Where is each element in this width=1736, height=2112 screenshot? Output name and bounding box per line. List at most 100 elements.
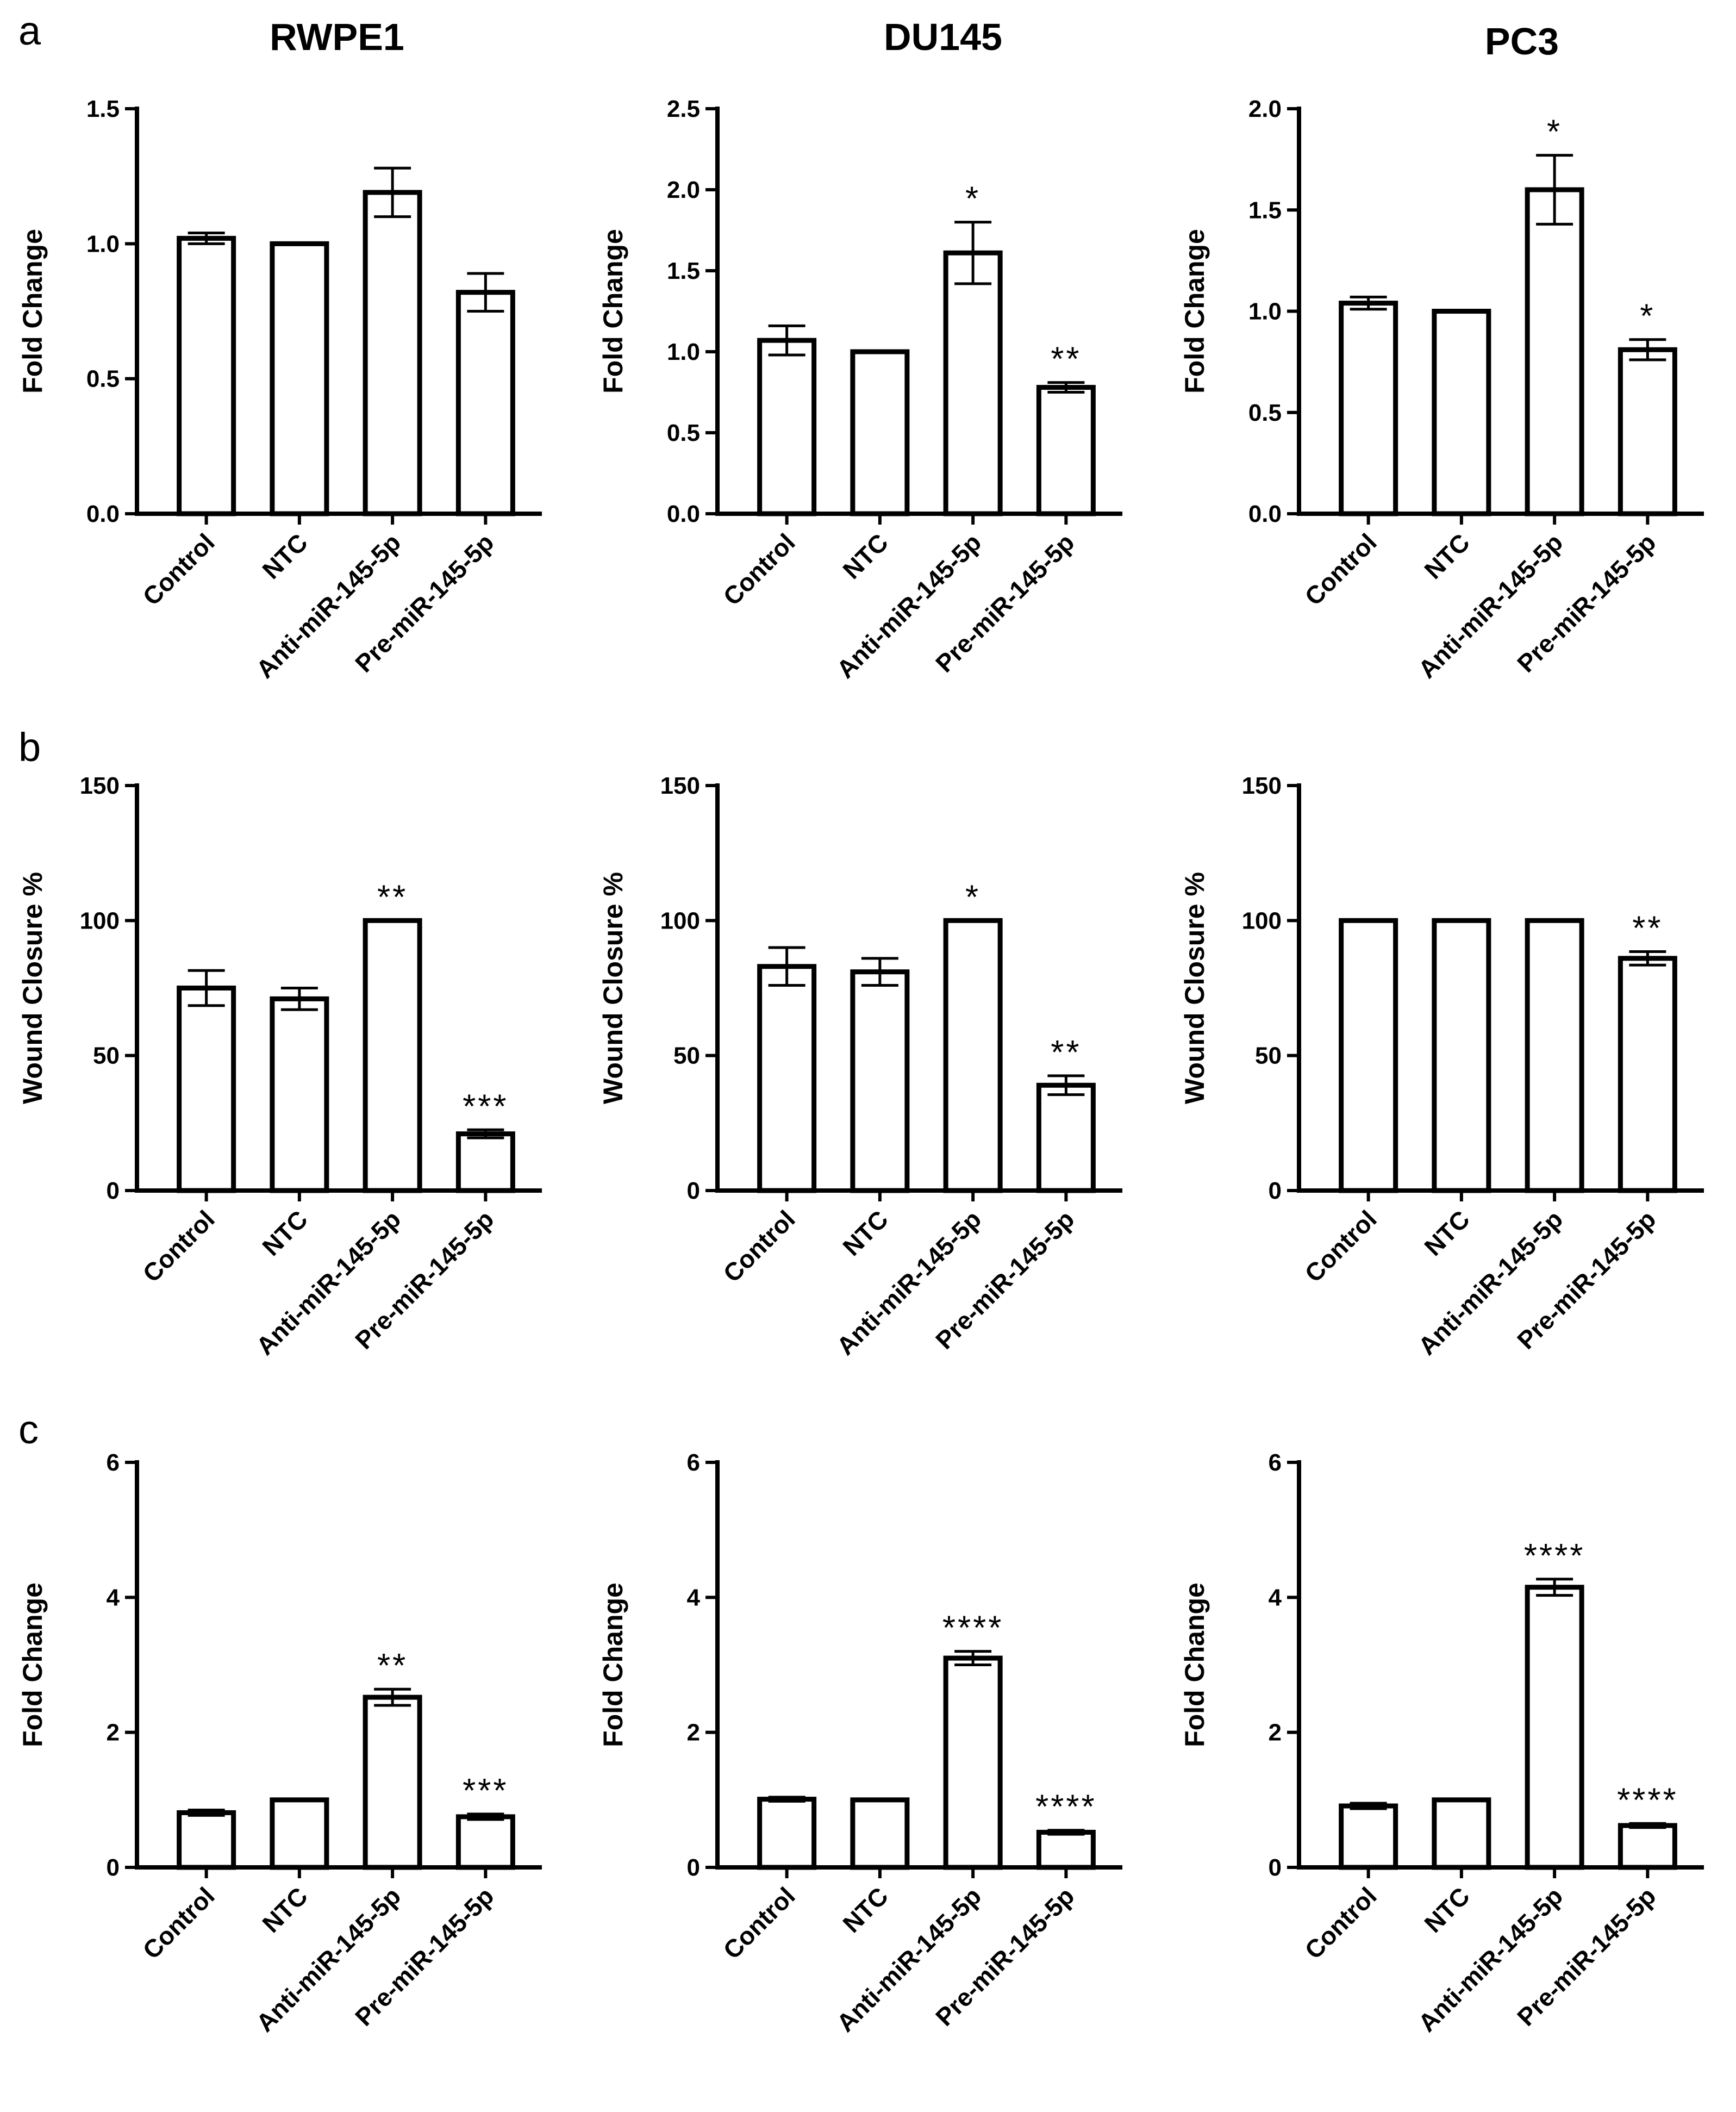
y-tick-label-c-du145: 2	[687, 1719, 700, 1746]
bar-b-rwpe1-3	[455, 1131, 515, 1193]
x-tick-label-c-du145-1: NTC	[837, 1882, 894, 1938]
x-tick-label-c-du145-0: Control	[717, 1882, 800, 1964]
y-tick-label-c-du145: 0	[687, 1854, 700, 1881]
bar-c-rwpe1-3	[455, 1814, 515, 1870]
y-tick-label-a-du145: 0.5	[667, 420, 700, 446]
panel-letter-c: c	[18, 1407, 39, 1452]
y-tick-label-c-pc3: 2	[1269, 1719, 1282, 1746]
bar-b-rwpe1-0	[177, 986, 236, 1193]
y-tick-label-a-pc3: 1.5	[1248, 197, 1282, 223]
y-tick-label-a-pc3: 0.0	[1248, 501, 1282, 527]
significance-b-du145-3: **	[1051, 1034, 1081, 1071]
y-tick-label-a-pc3: 1.0	[1248, 298, 1282, 325]
y-tick-label-b-rwpe1: 50	[93, 1043, 120, 1069]
y-tick-label-c-rwpe1: 0	[107, 1854, 120, 1881]
significance-c-rwpe1-2: **	[377, 1647, 408, 1685]
bar-a-du145-2	[943, 250, 1003, 516]
y-tick-label-c-rwpe1: 6	[107, 1449, 120, 1476]
x-tick-label-a-pc3-0: Control	[1299, 528, 1382, 610]
bar-a-du145-0	[757, 338, 817, 516]
bar-c-pc3-1	[1432, 1797, 1491, 1870]
bar-c-rwpe1-0	[177, 1810, 236, 1870]
bar-b-du145-0	[757, 964, 817, 1193]
column-title-rwpe1: RWPE1	[270, 16, 404, 58]
bar-a-pc3-1	[1432, 309, 1491, 516]
y-tick-label-a-rwpe1: 1.5	[86, 96, 120, 122]
bar-a-du145-1	[850, 349, 910, 516]
y-axis-label-a-pc3: Fold Change	[1179, 229, 1210, 394]
bar-a-rwpe1-2	[363, 190, 422, 516]
y-tick-label-a-pc3: 2.0	[1248, 96, 1282, 122]
y-tick-label-a-rwpe1: 1.0	[86, 230, 120, 257]
bar-b-du145-2	[943, 918, 1003, 1193]
significance-b-rwpe1-2: **	[377, 879, 408, 916]
y-tick-label-b-pc3: 0	[1269, 1178, 1282, 1204]
y-tick-label-a-du145: 1.5	[667, 258, 700, 284]
significance-c-pc3-2: ****	[1524, 1537, 1585, 1575]
significance-c-du145-2: ****	[942, 1610, 1004, 1647]
y-tick-label-b-rwpe1: 0	[107, 1178, 120, 1204]
y-tick-label-b-rwpe1: 100	[80, 907, 120, 934]
x-tick-label-b-rwpe1-0: Control	[137, 1205, 220, 1287]
y-tick-label-a-du145: 0.0	[667, 501, 700, 527]
bar-b-pc3-2	[1525, 918, 1584, 1193]
bar-a-pc3-3	[1618, 347, 1677, 516]
bar-b-du145-3	[1036, 1082, 1096, 1193]
y-tick-label-c-rwpe1: 2	[107, 1719, 120, 1746]
y-axis-label-b-rwpe1: Wound Closure %	[17, 872, 48, 1104]
bar-a-rwpe1-0	[177, 235, 236, 516]
x-tick-label-c-pc3-1: NTC	[1419, 1882, 1475, 1938]
significance-a-du145-2: *	[965, 180, 981, 218]
y-tick-label-b-du145: 0	[687, 1178, 700, 1204]
column-title-pc3: PC3	[1485, 20, 1559, 63]
y-axis-label-c-rwpe1: Fold Change	[17, 1583, 48, 1747]
bar-c-pc3-0	[1339, 1803, 1398, 1870]
bar-a-rwpe1-1	[270, 241, 329, 516]
y-axis-label-c-du145: Fold Change	[598, 1583, 628, 1747]
y-tick-label-c-pc3: 4	[1269, 1584, 1282, 1611]
x-tick-label-b-pc3-1: NTC	[1419, 1205, 1475, 1261]
x-tick-label-c-rwpe1-1: NTC	[257, 1882, 313, 1938]
panel-letter-a: a	[18, 8, 41, 53]
significance-b-du145-2: *	[965, 879, 981, 916]
significance-c-rwpe1-3: ***	[463, 1772, 508, 1810]
bar-b-du145-1	[850, 969, 910, 1193]
significance-c-pc3-3: ****	[1617, 1781, 1678, 1819]
bar-b-pc3-1	[1432, 918, 1491, 1193]
bar-a-pc3-0	[1339, 301, 1398, 516]
significance-a-pc3-2: *	[1547, 114, 1562, 151]
x-tick-label-b-du145-1: NTC	[837, 1205, 894, 1261]
bar-c-du145-3	[1036, 1829, 1096, 1870]
bar-c-du145-1	[850, 1797, 910, 1870]
y-tick-label-a-du145: 2.5	[667, 96, 700, 122]
x-tick-label-b-pc3-0: Control	[1299, 1205, 1382, 1287]
y-tick-label-a-du145: 2.0	[667, 177, 700, 203]
x-tick-label-c-pc3-0: Control	[1299, 1882, 1382, 1964]
x-tick-label-a-pc3-1: NTC	[1419, 528, 1475, 584]
bar-c-rwpe1-2	[363, 1694, 422, 1870]
bar-c-pc3-3	[1618, 1823, 1677, 1870]
y-tick-label-c-pc3: 0	[1269, 1854, 1282, 1881]
bar-c-du145-0	[757, 1797, 817, 1870]
significance-c-du145-3: ****	[1035, 1789, 1097, 1826]
significance-a-pc3-3: *	[1640, 298, 1655, 335]
x-tick-label-a-du145-1: NTC	[837, 528, 894, 584]
y-axis-label-c-pc3: Fold Change	[1179, 1583, 1210, 1747]
bar-b-pc3-0	[1339, 918, 1398, 1193]
y-tick-label-c-du145: 6	[687, 1449, 700, 1476]
x-tick-label-b-du145-0: Control	[717, 1205, 800, 1287]
y-axis-label-b-pc3: Wound Closure %	[1179, 872, 1210, 1104]
bar-a-du145-3	[1036, 385, 1096, 516]
y-tick-label-b-pc3: 100	[1242, 907, 1282, 934]
x-tick-label-a-rwpe1-0: Control	[137, 528, 220, 610]
y-tick-label-b-pc3: 150	[1242, 772, 1282, 799]
bar-c-du145-2	[943, 1655, 1003, 1870]
bar-c-pc3-2	[1525, 1585, 1584, 1870]
y-tick-label-c-pc3: 6	[1269, 1449, 1282, 1476]
significance-b-rwpe1-3: ***	[463, 1088, 508, 1125]
significance-b-pc3-3: **	[1632, 909, 1663, 947]
bar-b-pc3-3	[1618, 956, 1677, 1193]
column-title-du145: DU145	[884, 16, 1002, 58]
